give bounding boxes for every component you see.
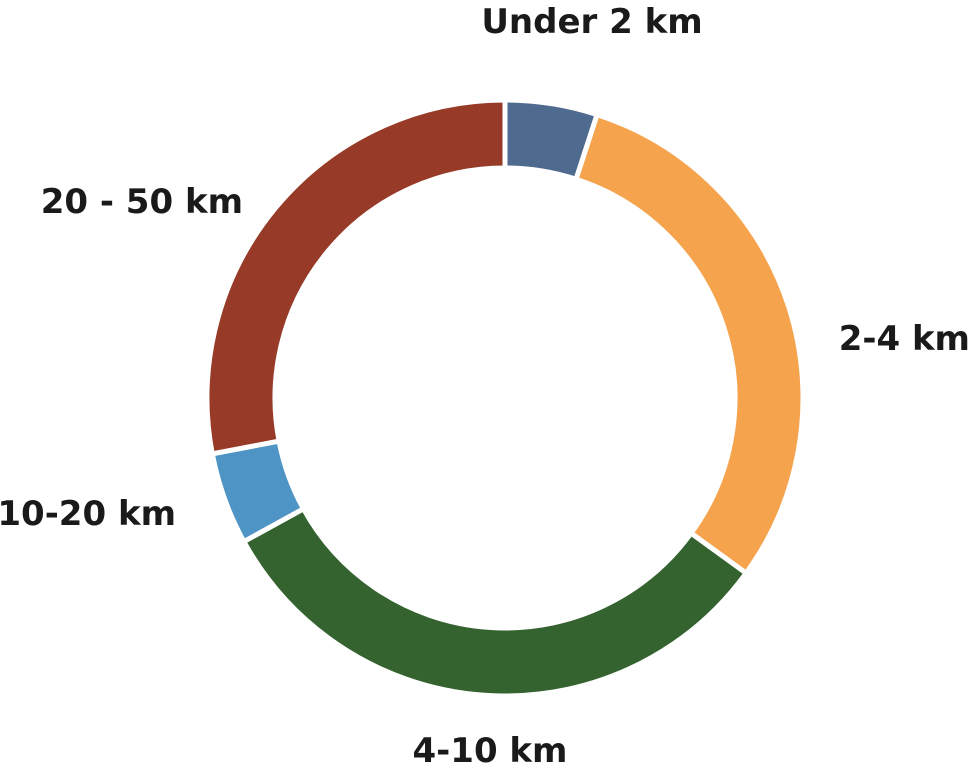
slice-label-0: Under 2 km [481, 2, 702, 42]
donut-slice-4 [204, 97, 508, 457]
slice-label-1: 2-4 km [839, 319, 970, 359]
slice-label-3: 10-20 km [0, 494, 176, 534]
donut-slice-2 [240, 505, 750, 699]
slice-label-4: 20 - 50 km [41, 182, 243, 222]
donut-slice-1 [572, 111, 806, 577]
slice-label-2: 4-10 km [413, 731, 568, 771]
